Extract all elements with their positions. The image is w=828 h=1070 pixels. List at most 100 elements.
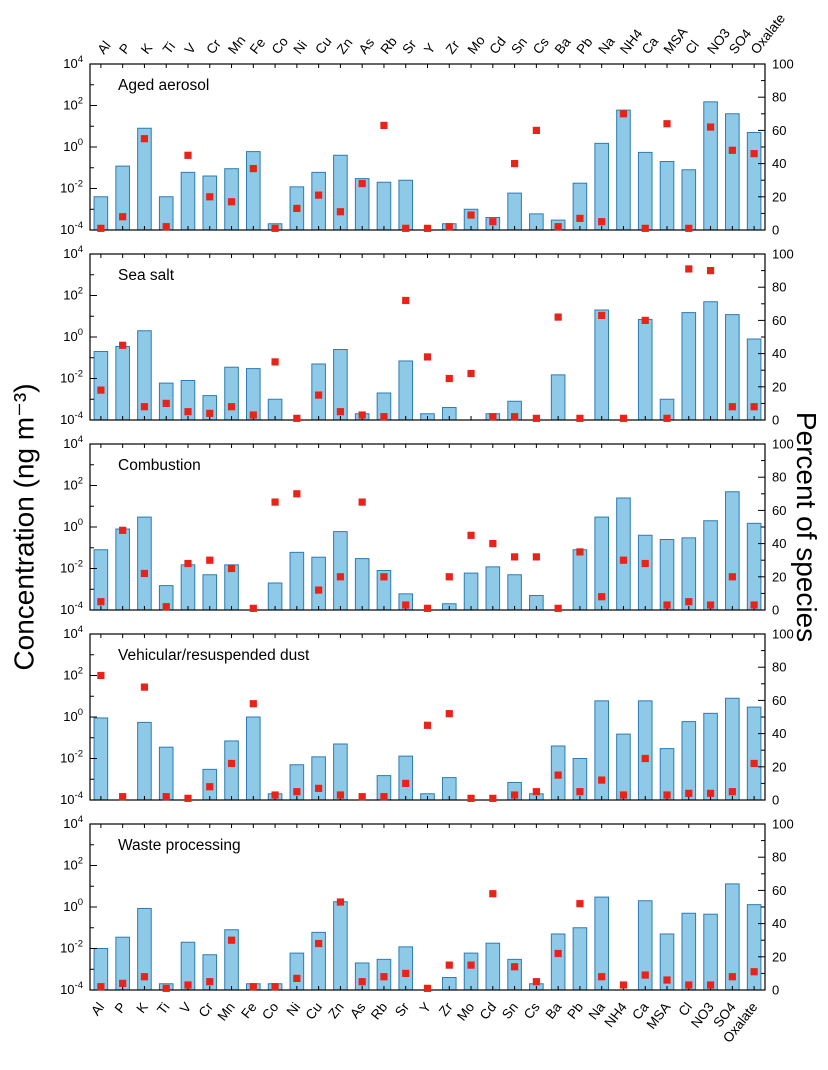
percent-marker <box>293 490 301 498</box>
left-tick-label: 100 <box>63 327 83 344</box>
percent-marker <box>249 164 257 173</box>
concentration-bar <box>202 574 218 611</box>
percent-marker <box>445 223 453 231</box>
concentration-bar <box>376 181 392 231</box>
top-category-label: NO3 <box>704 26 733 57</box>
top-category-label: As <box>356 35 378 57</box>
right-axis-title: Percent of species <box>791 411 822 643</box>
panel-frame <box>89 253 766 421</box>
right-tick-label: 40 <box>772 156 786 171</box>
concentration-bar <box>637 534 653 611</box>
left-tick-label: 10-2 <box>60 749 83 766</box>
panel-title: Aged aerosol <box>118 77 209 94</box>
percent-marker <box>336 573 345 581</box>
left-tick-label: 10-2 <box>60 559 83 576</box>
percent-marker <box>641 224 649 232</box>
percent-marker <box>576 414 584 422</box>
right-tick-label: 60 <box>772 883 786 898</box>
concentration-bar <box>703 520 718 611</box>
bottom-category-label: As <box>347 999 369 1021</box>
percent-marker <box>358 411 366 419</box>
percent-marker <box>510 553 519 561</box>
left-tick-label: 100 <box>63 137 83 154</box>
percent-marker <box>510 791 519 799</box>
panel-frame <box>89 633 766 801</box>
percent-marker <box>641 971 649 979</box>
right-tick-label: 0 <box>772 983 779 998</box>
concentration-bar <box>398 946 414 991</box>
percent-marker <box>315 939 323 948</box>
concentration-bar <box>485 942 501 991</box>
left-tick-label: 104 <box>63 814 83 831</box>
top-category-label: Sn <box>508 35 530 57</box>
percent-marker <box>358 793 366 801</box>
percent-marker <box>750 601 758 609</box>
percent-marker <box>554 604 562 612</box>
top-category-label: P <box>116 41 133 57</box>
percent-marker <box>336 898 345 906</box>
concentration-bar <box>746 706 762 801</box>
concentration-bar <box>637 151 653 231</box>
percent-marker <box>249 983 257 991</box>
concentration-bar <box>659 161 675 231</box>
percent-marker <box>271 224 279 232</box>
left-tick-label: 10-4 <box>60 220 83 237</box>
concentration-bar <box>616 733 631 801</box>
percent-marker <box>271 498 279 506</box>
percent-marker <box>445 710 453 718</box>
percent-marker <box>663 976 671 984</box>
top-category-label: V <box>182 41 199 57</box>
concentration-bar <box>485 566 501 611</box>
concentration-bar <box>137 721 152 801</box>
percent-marker <box>423 604 432 612</box>
percent-marker <box>728 573 736 581</box>
percent-marker <box>728 973 736 981</box>
concentration-bar <box>725 697 740 801</box>
bottom-category-label: NO3 <box>688 1000 717 1031</box>
concentration-bar <box>311 756 326 801</box>
percent-marker <box>706 267 715 275</box>
concentration-bar <box>550 374 566 421</box>
left-tick-label: 10-4 <box>60 790 83 807</box>
percent-marker <box>380 573 388 581</box>
concentration-bar <box>180 171 196 231</box>
percent-marker <box>598 776 606 784</box>
top-category-label: Fe <box>247 35 269 57</box>
percent-marker <box>184 151 192 159</box>
concentration-bar <box>594 309 609 421</box>
right-tick-label: 60 <box>772 123 786 138</box>
percent-marker <box>423 224 432 232</box>
percent-marker <box>663 791 671 799</box>
percent-marker <box>402 601 410 609</box>
percent-marker <box>445 573 453 581</box>
right-tick-label: 40 <box>772 916 786 931</box>
percent-marker <box>467 211 475 219</box>
bottom-category-label: Ti <box>154 1000 172 1018</box>
percent-marker <box>293 788 301 796</box>
concentration-bar <box>572 182 588 231</box>
percent-marker <box>227 564 236 573</box>
left-tick-label: 100 <box>63 897 83 914</box>
percent-marker <box>532 126 540 134</box>
concentration-bar <box>115 345 130 421</box>
concentration-bar <box>746 904 762 991</box>
percent-marker <box>489 794 497 802</box>
right-tick-label: 20 <box>772 189 786 204</box>
right-tick-label: 80 <box>772 470 786 485</box>
top-category-label: K <box>138 41 155 57</box>
top-category-label: Al <box>94 38 113 57</box>
percent-marker <box>140 973 149 981</box>
right-tick-label: 100 <box>772 627 794 642</box>
percent-marker <box>423 353 432 361</box>
concentration-bar <box>572 549 588 611</box>
percent-marker <box>162 793 170 801</box>
left-tick-label: 10-4 <box>60 980 83 997</box>
concentration-bar <box>616 109 631 231</box>
concentration-bar <box>507 574 522 611</box>
percent-marker <box>119 793 127 801</box>
right-tick-label: 20 <box>772 759 786 774</box>
percent-marker <box>119 341 127 349</box>
bottom-category-label: Cr <box>196 999 217 1020</box>
left-tick-label: 10-4 <box>60 410 83 427</box>
concentration-bar <box>115 528 130 611</box>
